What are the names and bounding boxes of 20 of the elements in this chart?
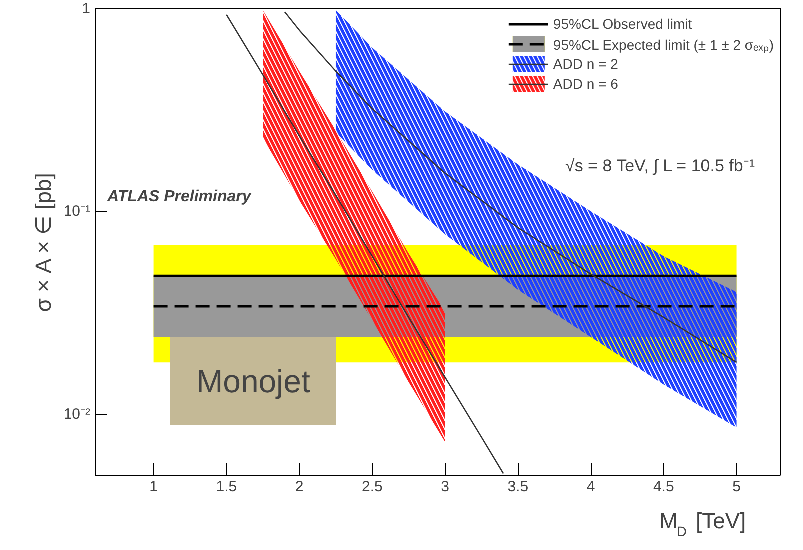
legend-label: ADD n = 2 — [553, 56, 618, 72]
x-tick-label: 1.5 — [216, 478, 238, 496]
x-tick-label: 3.5 — [508, 478, 529, 496]
y-tick-label: 1 — [82, 0, 90, 18]
x-tick-label: 2.5 — [362, 478, 383, 496]
x-tick-label: 3 — [441, 478, 450, 496]
y-tick-label: 10⁻² — [64, 406, 91, 423]
y-axis-title: σ × A × ∈ [pb] — [30, 173, 56, 312]
legend-label: ADD n = 6 — [553, 76, 618, 92]
y-tick-label: 10⁻¹ — [64, 202, 91, 220]
x-tick-label: 4 — [586, 478, 596, 496]
x-tick-label: 4.5 — [653, 478, 674, 496]
legend-label: 95%CL Observed limit — [553, 16, 692, 32]
x-tick-label: 1 — [150, 478, 158, 496]
legend-label: 95%CL Expected limit (± 1 ± 2 σₑₓₚ) — [553, 36, 774, 54]
annotation: Monojet — [196, 364, 310, 400]
annotation: √s = 8 TeV, ∫ L = 10.5 fb⁻¹ — [566, 156, 756, 176]
x-tick-label: 5 — [732, 478, 741, 496]
x-tick-label: 2 — [295, 478, 304, 496]
annotation: ATLAS Preliminary — [106, 188, 252, 206]
